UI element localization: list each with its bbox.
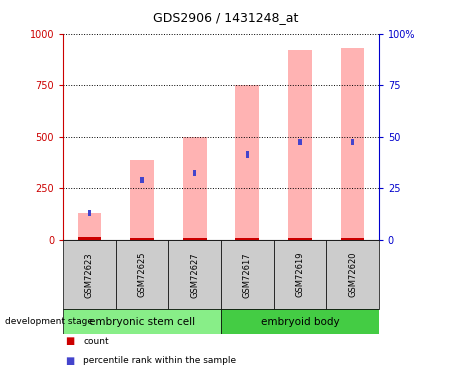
- Bar: [351, 139, 354, 145]
- Bar: [168, 240, 221, 309]
- Bar: [288, 50, 312, 240]
- Bar: [63, 240, 116, 309]
- Text: GSM72620: GSM72620: [348, 252, 357, 297]
- Bar: [78, 213, 101, 240]
- Text: GSM72617: GSM72617: [243, 252, 252, 297]
- Bar: [298, 139, 302, 145]
- Text: ■: ■: [65, 356, 75, 366]
- Text: count: count: [83, 337, 109, 346]
- Text: ■: ■: [65, 336, 75, 346]
- Bar: [183, 137, 207, 240]
- Bar: [326, 240, 379, 309]
- Bar: [63, 309, 221, 334]
- Bar: [274, 240, 326, 309]
- Bar: [130, 238, 154, 240]
- Bar: [183, 238, 207, 240]
- Bar: [245, 151, 249, 157]
- Bar: [235, 86, 259, 240]
- Bar: [87, 210, 91, 216]
- Bar: [78, 237, 101, 240]
- Text: GSM72625: GSM72625: [138, 252, 147, 297]
- Text: GSM72623: GSM72623: [85, 252, 94, 297]
- Text: percentile rank within the sample: percentile rank within the sample: [83, 356, 237, 365]
- Bar: [235, 238, 259, 240]
- Text: GSM72627: GSM72627: [190, 252, 199, 297]
- Bar: [140, 177, 144, 183]
- Bar: [221, 240, 274, 309]
- Bar: [116, 240, 168, 309]
- Text: GDS2906 / 1431248_at: GDS2906 / 1431248_at: [153, 11, 298, 24]
- Text: embryoid body: embryoid body: [261, 316, 339, 327]
- Text: development stage: development stage: [5, 317, 92, 326]
- Bar: [193, 170, 197, 176]
- Text: embryonic stem cell: embryonic stem cell: [89, 316, 195, 327]
- Text: GSM72619: GSM72619: [295, 252, 304, 297]
- Bar: [221, 309, 379, 334]
- Bar: [288, 238, 312, 240]
- Bar: [130, 160, 154, 240]
- Bar: [341, 238, 364, 240]
- Bar: [341, 48, 364, 240]
